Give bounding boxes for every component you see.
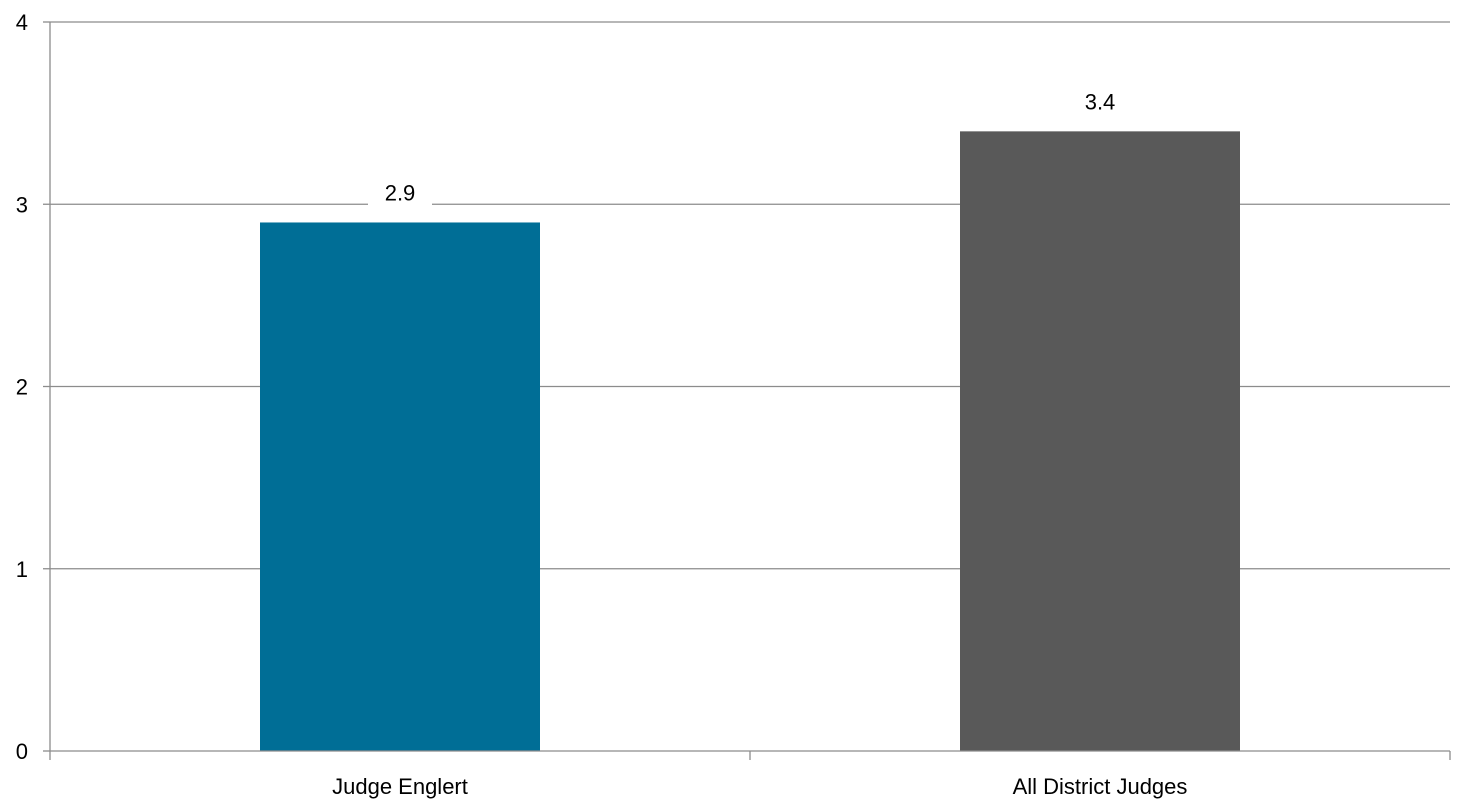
data-label-2: 3.4 <box>1085 89 1116 114</box>
y-tick-label-1: 1 <box>16 557 28 582</box>
y-tick-label-0: 0 <box>16 739 28 764</box>
bar-2 <box>960 131 1240 752</box>
bars <box>260 131 1240 752</box>
y-tick-label-2: 2 <box>16 375 28 400</box>
category-label-1: Judge Englert <box>332 774 468 799</box>
data-label-background-1 <box>368 176 432 209</box>
bar-1 <box>260 222 540 752</box>
data-label-background-2 <box>1068 85 1132 118</box>
category-label-2: All District Judges <box>1013 774 1188 799</box>
axes <box>43 21 1451 760</box>
y-tick-label-4: 4 <box>16 10 28 35</box>
labels: 0 1 2 3 4 2.9 Judge Englert 3.4 All District Jud… <box>16 10 1188 799</box>
data-label-1: 2.9 <box>385 180 416 205</box>
y-tick-label-3: 3 <box>16 192 28 217</box>
